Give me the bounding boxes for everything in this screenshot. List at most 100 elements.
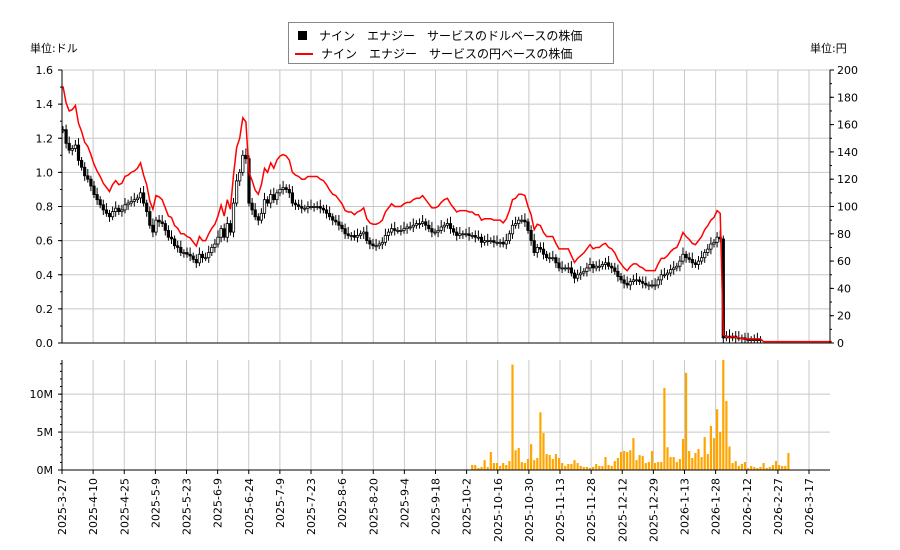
volume-bar (672, 457, 675, 470)
candle (517, 216, 521, 229)
candle-body (690, 258, 694, 264)
candle-body (693, 262, 698, 265)
candle (281, 180, 285, 195)
candle (166, 225, 170, 241)
candle (433, 228, 437, 236)
candle-body (638, 279, 642, 282)
candle-body (120, 209, 124, 213)
candle-body (634, 279, 639, 282)
candle (349, 232, 353, 241)
x-tick-label: 2026-1-28 (710, 478, 723, 535)
volume-bar (598, 465, 601, 470)
x-tick-label: 2025-5-23 (181, 478, 194, 535)
candle-body (238, 171, 242, 182)
candle (619, 273, 623, 284)
candle (563, 264, 567, 272)
volume-bar (474, 464, 477, 470)
volume-bar (709, 426, 712, 470)
candle-body (489, 240, 493, 243)
candle (712, 238, 716, 248)
candle-body (207, 252, 211, 259)
candle-body (176, 245, 180, 248)
candle (216, 230, 220, 248)
volume-bar (539, 412, 542, 470)
candle-body (126, 202, 130, 206)
candle-body (160, 221, 164, 224)
candle-body (402, 228, 406, 231)
candle-body (569, 267, 574, 274)
candle (337, 215, 341, 231)
candle-body (560, 267, 564, 270)
candle-body (408, 226, 412, 229)
candle (458, 226, 462, 239)
volume-bar (551, 459, 554, 470)
candle-body (383, 235, 388, 243)
candle-body (414, 223, 419, 226)
candle (464, 228, 468, 238)
candle (572, 269, 577, 284)
candle (613, 262, 617, 275)
candle-body (507, 233, 512, 242)
volume-bar (654, 463, 657, 470)
right-axis-unit: 単位:円 (810, 42, 847, 55)
volume-bar (520, 462, 523, 470)
x-tick-label: 2026-1-13 (679, 478, 692, 535)
x-tick-label: 2025-10-16 (492, 478, 505, 542)
candle (210, 244, 214, 256)
candle (135, 194, 139, 204)
y-tick-label-left: 0.2 (36, 303, 54, 316)
candle-body (123, 204, 127, 211)
candle-body (647, 284, 651, 287)
candle (678, 255, 682, 272)
candle (355, 228, 360, 243)
volume-bar (750, 465, 753, 470)
volume-bar (554, 454, 557, 470)
candle (123, 197, 127, 214)
candle (473, 230, 477, 243)
candle-body (365, 231, 369, 242)
candle (535, 244, 539, 258)
candle (362, 226, 366, 239)
candle (746, 332, 750, 343)
left-axis-unit: 単位:ドル (30, 42, 78, 55)
volume-bar (781, 465, 784, 470)
candle-body (169, 236, 174, 240)
volume-bar (511, 364, 514, 470)
x-tick-label: 2025-7-23 (305, 478, 318, 535)
x-tick-label: 2025-9-4 (398, 478, 411, 528)
candle (607, 255, 611, 270)
x-tick-label: 2025-4-10 (87, 478, 100, 535)
volume-bar (514, 450, 517, 470)
candle-body (200, 253, 205, 259)
y-tick-label-right: 180 (837, 91, 858, 104)
candle-body (445, 223, 450, 226)
candle-body (352, 235, 357, 238)
volume-bar (691, 458, 694, 470)
candle-body (672, 267, 676, 271)
volume-bar (725, 400, 728, 470)
candle-body (141, 192, 146, 204)
candle-body (576, 274, 580, 279)
candle (358, 230, 363, 239)
candle (129, 196, 133, 207)
candle (445, 218, 450, 229)
candle-body (86, 175, 90, 180)
candle-body (399, 229, 403, 232)
candle (300, 199, 304, 214)
candle-body (194, 258, 198, 264)
candle (687, 252, 691, 263)
candle-body (703, 252, 707, 259)
candle (234, 174, 239, 207)
x-tick-label: 2025-11-28 (585, 478, 598, 542)
candle (346, 226, 350, 239)
candle-body (696, 260, 701, 265)
candle-body (138, 192, 143, 199)
candle (634, 273, 639, 285)
candle-body (473, 235, 477, 238)
candle-body (262, 199, 267, 214)
candle (715, 232, 719, 248)
candle (510, 220, 515, 239)
candle (647, 281, 651, 291)
volume-bar (762, 463, 765, 470)
volume-bar (595, 464, 598, 470)
